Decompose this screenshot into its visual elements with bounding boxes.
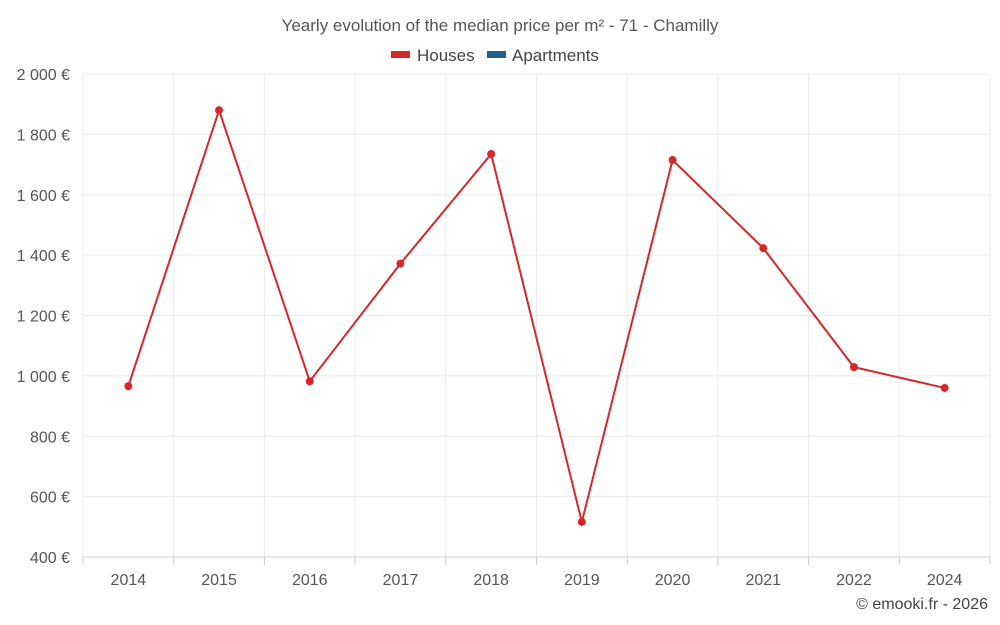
x-tick-label: 2017 bbox=[383, 572, 419, 589]
series-line-houses bbox=[127, 109, 945, 523]
legend[interactable]: Houses Apartments bbox=[391, 46, 599, 65]
y-tick-label: 400 € bbox=[30, 550, 70, 567]
x-tick-label: 2024 bbox=[927, 572, 963, 589]
x-tick-label: 2015 bbox=[201, 572, 237, 589]
x-tick-label: 2018 bbox=[473, 572, 509, 589]
x-tick-label: 2019 bbox=[564, 572, 600, 589]
y-tick-label: 1 000 € bbox=[17, 369, 70, 386]
y-tick-label: 1 600 € bbox=[17, 188, 70, 205]
x-tick-label: 2020 bbox=[655, 572, 691, 589]
data-point-houses[interactable] bbox=[940, 383, 949, 392]
data-point-houses[interactable] bbox=[124, 382, 133, 391]
legend-swatch-houses[interactable] bbox=[391, 51, 410, 58]
y-tick-label: 600 € bbox=[30, 490, 70, 507]
x-tick-label: 2014 bbox=[111, 572, 147, 589]
data-point-houses[interactable] bbox=[759, 244, 768, 253]
x-tick-label: 2021 bbox=[745, 572, 781, 589]
data-point-houses[interactable] bbox=[305, 377, 314, 386]
grid bbox=[82, 73, 991, 557]
y-tick-label: 1 400 € bbox=[17, 248, 70, 265]
data-point-houses[interactable] bbox=[668, 156, 677, 165]
legend-label-houses[interactable]: Houses bbox=[417, 46, 475, 65]
axes: 400 € 600 € 800 € 1 000 € 1 200 € 1 400 € 1 60… bbox=[17, 67, 991, 589]
data-point-houses[interactable] bbox=[396, 259, 405, 268]
legend-swatch-apartments[interactable] bbox=[487, 51, 506, 58]
y-tick-label: 800 € bbox=[30, 429, 70, 446]
y-tick-label: 1 800 € bbox=[17, 127, 70, 144]
x-tick-label: 2022 bbox=[836, 572, 872, 589]
y-tick-label: 2 000 € bbox=[17, 67, 70, 84]
x-tick-label: 2016 bbox=[292, 572, 328, 589]
data-point-houses[interactable] bbox=[577, 517, 586, 526]
data-point-houses[interactable] bbox=[487, 149, 496, 158]
chart-title: Yearly evolution of the median price per… bbox=[282, 16, 719, 35]
data-point-houses[interactable] bbox=[849, 363, 858, 372]
credit-text: © emooki.fr - 2026 bbox=[856, 596, 988, 613]
legend-label-apartments[interactable]: Apartments bbox=[512, 46, 599, 65]
data-point-houses[interactable] bbox=[215, 106, 224, 115]
series-layer bbox=[124, 106, 949, 526]
y-tick-label: 1 200 € bbox=[17, 309, 70, 326]
